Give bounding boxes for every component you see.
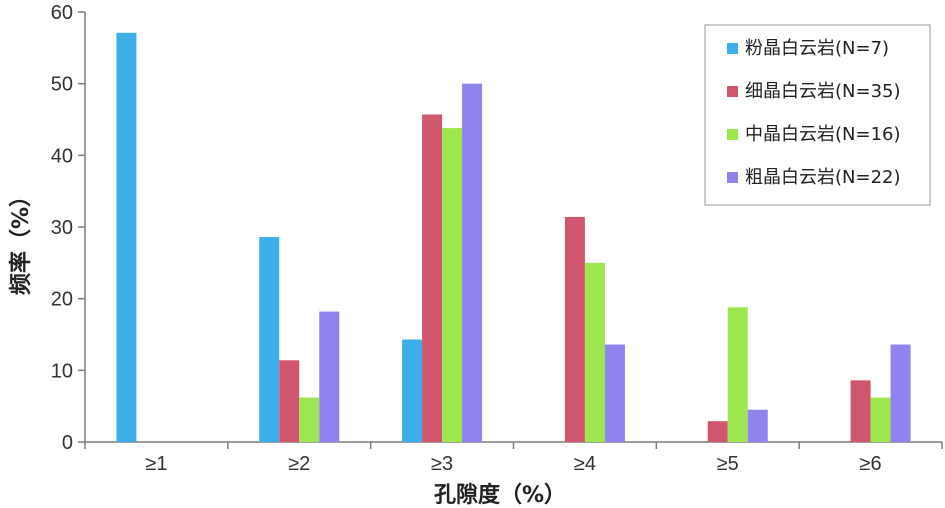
bar bbox=[850, 380, 871, 442]
bar bbox=[442, 128, 463, 442]
y-axis-title: 频率（%） bbox=[8, 185, 34, 295]
y-tick-label: 10 bbox=[51, 360, 73, 382]
legend-swatch bbox=[727, 172, 738, 183]
x-tick-label: ≥2 bbox=[288, 453, 310, 475]
bar bbox=[747, 409, 768, 442]
x-axis-title: 孔隙度（%） bbox=[434, 482, 566, 508]
bar bbox=[422, 114, 443, 442]
y-tick-label: 40 bbox=[51, 145, 73, 167]
bar bbox=[584, 262, 605, 442]
y-tick-label: 50 bbox=[51, 74, 73, 96]
x-tick-label: ≥4 bbox=[574, 453, 596, 475]
bar bbox=[870, 397, 891, 442]
bar bbox=[462, 83, 483, 443]
bar bbox=[299, 397, 320, 442]
y-tick-label: 20 bbox=[51, 289, 73, 311]
bar bbox=[319, 311, 340, 442]
x-tick-label: ≥6 bbox=[860, 453, 882, 475]
bars bbox=[116, 32, 911, 443]
bar bbox=[707, 421, 728, 442]
bar bbox=[564, 216, 585, 442]
bar bbox=[604, 344, 625, 442]
x-tick-label: ≥5 bbox=[717, 453, 739, 475]
x-tick-label: ≥3 bbox=[431, 453, 453, 475]
legend-swatch bbox=[727, 129, 738, 140]
bar bbox=[727, 307, 748, 442]
legend-label: 粉晶白云岩(N=7) bbox=[745, 38, 889, 59]
bar bbox=[116, 32, 137, 443]
bar bbox=[259, 237, 280, 442]
bar bbox=[279, 360, 300, 442]
x-tick-label: ≥1 bbox=[145, 453, 167, 475]
legend-swatch bbox=[727, 43, 738, 54]
bar bbox=[402, 339, 423, 442]
bar bbox=[890, 344, 911, 442]
x-axis: ≥1 ≥2 ≥3 ≥4 ≥5 ≥6 bbox=[84, 441, 943, 475]
legend-label: 粗晶白云岩(N=22) bbox=[745, 167, 901, 188]
y-tick-label: 60 bbox=[51, 2, 73, 24]
y-tick-label: 30 bbox=[51, 217, 73, 239]
legend-label: 细晶白云岩(N=35) bbox=[745, 81, 901, 102]
legend: 粉晶白云岩(N=7) 细晶白云岩(N=35) 中晶白云岩(N=16) 粗晶白云岩(N=… bbox=[704, 24, 931, 206]
y-tick-label: 0 bbox=[62, 432, 73, 454]
y-axis: 0 10 20 30 40 50 60 bbox=[51, 2, 86, 454]
legend-label: 中晶白云岩(N=16) bbox=[745, 124, 901, 145]
legend-swatch bbox=[727, 86, 738, 97]
legend-box bbox=[704, 24, 931, 206]
